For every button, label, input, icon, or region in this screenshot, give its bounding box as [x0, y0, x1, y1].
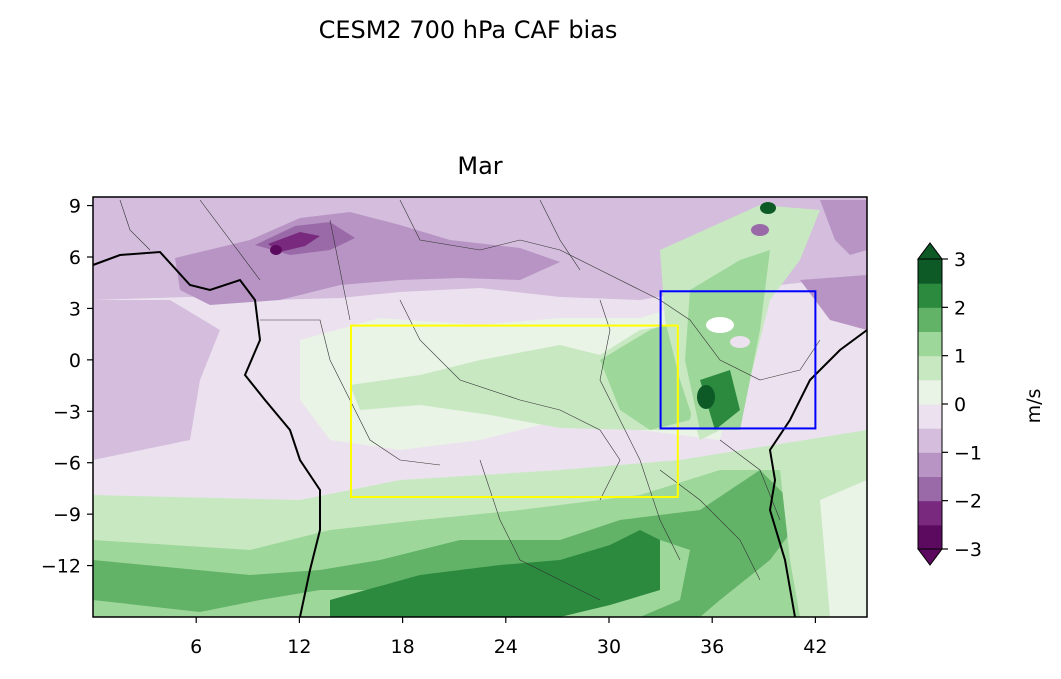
blue-box: [659, 290, 817, 430]
colorbar-segment: [918, 524, 942, 550]
field-green-dark-1: [697, 385, 715, 409]
panel-title: Mar: [457, 152, 503, 180]
field-white-patch: [706, 317, 734, 333]
field-white-patch-2: [730, 336, 750, 348]
yellow-box: [350, 324, 679, 499]
colorbar: 3 2 1 0 −1 −2 −3: [917, 242, 982, 566]
colorbar-tick-label: −3: [954, 539, 982, 561]
coastline-east: [768, 329, 867, 617]
x-tick-label: 6: [190, 636, 202, 658]
figure-title: CESM2 700 hPa CAF bias: [318, 16, 618, 44]
x-tick-label: 18: [391, 636, 415, 658]
y-tick-label: 6: [69, 247, 81, 269]
y-tick-label: −3: [53, 401, 81, 423]
country-borders: [119, 199, 821, 601]
field-purple-patch-1: [175, 212, 560, 305]
y-tick-label: 0: [69, 350, 81, 372]
axes-frame: [92, 196, 868, 618]
y-tick-label: −9: [53, 504, 81, 526]
colorbar-tick-label: 0: [954, 394, 966, 416]
colorbar-label: m/s: [1023, 389, 1045, 424]
colorbar-segment: [918, 428, 942, 453]
map-field: [93, 197, 867, 617]
field-purple-dot-2: [751, 224, 769, 236]
x-tick-label: 36: [700, 636, 724, 658]
colorbar-segment: [918, 331, 942, 357]
field-green-dark-2: [760, 202, 776, 214]
field-purple-east: [800, 275, 867, 330]
colorbar-segment: [918, 476, 942, 502]
y-axis: 9 6 3 0 −3 −6 −9 −12: [41, 196, 93, 578]
colorbar-segment: [918, 379, 942, 405]
field-purple-patch-3: [268, 232, 320, 252]
field-purple-ne: [820, 200, 867, 255]
x-tick-label: 24: [494, 636, 518, 658]
y-tick-label: −6: [53, 453, 81, 475]
coastline-west: [93, 250, 321, 617]
x-tick-label: 30: [597, 636, 621, 658]
y-tick-label: 3: [69, 298, 81, 320]
colorbar-extend-top: [917, 242, 943, 260]
field-atlantic-west: [93, 300, 220, 460]
colorbar-segment: [918, 307, 942, 332]
colorbar-tick-label: −2: [954, 491, 982, 513]
colorbar-tick-label: 3: [954, 249, 966, 271]
colorbar-segment: [918, 452, 942, 477]
x-tick-label: 12: [287, 636, 311, 658]
colorbar-tick-label: 1: [954, 346, 966, 368]
field-indian-ocean-2: [820, 480, 867, 617]
colorbar-extend-bottom: [917, 548, 943, 566]
colorbar-segment: [918, 283, 942, 308]
region-boxes: [350, 290, 817, 499]
y-tick-label: 9: [69, 196, 81, 218]
x-tick-label: 42: [803, 636, 827, 658]
x-axis: 6 12 18 24 30 36 42: [190, 617, 827, 658]
colorbar-tick-label: 2: [954, 297, 966, 319]
field-green-east-3: [700, 370, 740, 430]
field-purple-dot: [270, 245, 282, 255]
colorbar-segment: [918, 500, 942, 526]
colorbar-segment: [918, 355, 942, 381]
field-south-dark: [330, 530, 660, 617]
colorbar-segment: [918, 404, 942, 429]
colorbar-segment: [918, 259, 942, 284]
colorbar-tick-label: −1: [954, 442, 982, 464]
y-tick-label: −12: [41, 556, 81, 578]
